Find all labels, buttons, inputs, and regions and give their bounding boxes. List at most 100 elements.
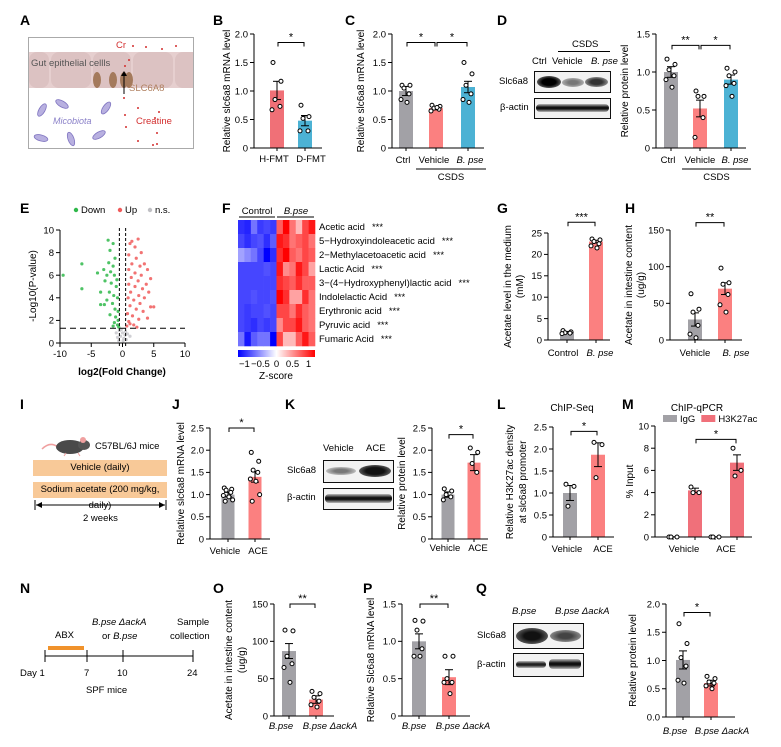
heatmap-cell xyxy=(302,248,309,263)
bar xyxy=(221,494,235,539)
y-tick-label: 2.0 xyxy=(191,446,204,457)
data-point xyxy=(724,65,730,71)
sample-label-2: collection xyxy=(170,631,210,642)
data-point xyxy=(725,292,731,298)
x-category-label: B. pse xyxy=(722,155,749,166)
bar xyxy=(664,72,678,148)
legend-dot xyxy=(117,207,123,213)
data-point xyxy=(671,73,677,79)
y-tick-label: 2.0 xyxy=(534,444,547,455)
heatmap-cell xyxy=(308,220,316,235)
data-point xyxy=(447,691,453,697)
heatmap-row-label: Fumaric Acid xyxy=(319,334,374,345)
volcano-point-up xyxy=(145,316,150,320)
heatmap-cell xyxy=(250,318,258,333)
data-point xyxy=(281,664,287,670)
panel-label-d: D xyxy=(497,12,508,28)
data-point xyxy=(695,322,701,328)
panel-label-h: H xyxy=(625,200,636,216)
x-category-label: ACE xyxy=(716,544,736,555)
y-tick-label: 5 xyxy=(537,314,542,325)
significance-stars: * xyxy=(239,417,244,429)
day-label-24: 24 xyxy=(187,668,198,679)
volcano-point-up xyxy=(133,271,137,275)
group-label: CSDS xyxy=(438,172,464,183)
x-category-label: ACE xyxy=(468,543,488,554)
panel-label-b: B xyxy=(213,12,224,28)
volcano-point-down xyxy=(109,281,113,285)
significance-stars: * xyxy=(450,32,455,44)
significance-bracket xyxy=(406,42,436,47)
data-point xyxy=(449,488,455,494)
colorbar-tick-label: 0.5 xyxy=(286,359,299,370)
mouse-icon xyxy=(41,437,90,457)
bar xyxy=(441,494,455,539)
y-tick-label: 1.5 xyxy=(373,58,386,69)
volcano-point-up xyxy=(133,245,137,249)
y-axis-label: Relative slc6a8 mRNA level xyxy=(222,30,233,153)
significance-stars: * xyxy=(289,32,294,44)
y-tick-label: 1.0 xyxy=(637,67,650,78)
heatmap-cell xyxy=(250,248,258,263)
heatmap-cell xyxy=(244,220,252,235)
y-tick-label: 1.5 xyxy=(534,466,547,477)
panel-label-e: E xyxy=(20,200,30,216)
blot-d-group-label: CSDS xyxy=(572,39,599,50)
data-point xyxy=(404,99,410,105)
panel-label-q: Q xyxy=(476,580,487,596)
y-tick-label: 25 xyxy=(531,228,542,239)
volcano-point-down xyxy=(114,284,118,289)
data-point xyxy=(300,115,306,121)
data-point xyxy=(683,663,689,669)
data-point xyxy=(411,653,417,659)
blot-q-lane-mutant: B.pse ΔackA xyxy=(555,606,610,617)
data-point xyxy=(672,61,678,67)
bar xyxy=(704,683,718,717)
heatmap-cell xyxy=(250,262,258,277)
volcano-point-up xyxy=(139,251,143,255)
significance-bracket xyxy=(436,42,468,47)
heatmap-cell xyxy=(238,262,245,277)
heatmap-row-stars: *** xyxy=(459,278,470,289)
slc6a8-label: SLC6A8 xyxy=(129,83,165,94)
data-point xyxy=(730,445,736,451)
volcano-point-up xyxy=(140,287,145,291)
blot-d-row-slc6a8: Slc6a8 xyxy=(499,76,529,87)
gavage-label-strain: B.pse xyxy=(113,631,138,642)
heatmap-cell xyxy=(282,276,290,291)
volcano-point-ns xyxy=(128,334,132,338)
heatmap-cell xyxy=(238,276,245,291)
heatmap-cell xyxy=(238,234,245,249)
data-point xyxy=(466,99,472,105)
volcano-point-up xyxy=(134,256,138,260)
heatmap-cell xyxy=(289,276,297,291)
microbiota-label: Micobiota xyxy=(53,116,92,126)
volcano-point-up xyxy=(128,322,132,326)
heatmap-cell xyxy=(238,248,245,263)
data-point xyxy=(678,655,684,661)
blot-k-row-actin: β-actin xyxy=(287,492,316,503)
significance-stars: * xyxy=(582,420,587,432)
chart-c xyxy=(388,33,486,170)
bar xyxy=(589,241,603,340)
bar xyxy=(563,493,577,537)
data-point xyxy=(289,661,295,667)
data-point xyxy=(317,691,323,697)
volcano-point-down xyxy=(99,302,103,307)
significance-bracket xyxy=(695,438,737,444)
significance-bracket xyxy=(567,221,596,227)
data-point xyxy=(688,484,694,490)
data-point xyxy=(467,445,473,451)
data-point xyxy=(419,646,425,652)
y-tick-label: 1.0 xyxy=(534,488,547,499)
data-point xyxy=(696,306,702,312)
volcano-point-up xyxy=(138,301,142,306)
significance-bracket xyxy=(695,222,725,227)
data-point xyxy=(269,107,275,113)
heatmap-cell xyxy=(263,318,271,333)
bar xyxy=(399,91,413,148)
volcano-point-ns xyxy=(124,330,128,334)
epithelial-cells-label: Gut epithelial cellls xyxy=(31,58,111,69)
heatmap-row-label: 5−Hydroxyindoleacetic acid xyxy=(319,236,435,247)
gut-schematic: Cr Gut epithelial cellls SLC6A8 Micobiot… xyxy=(28,37,194,149)
